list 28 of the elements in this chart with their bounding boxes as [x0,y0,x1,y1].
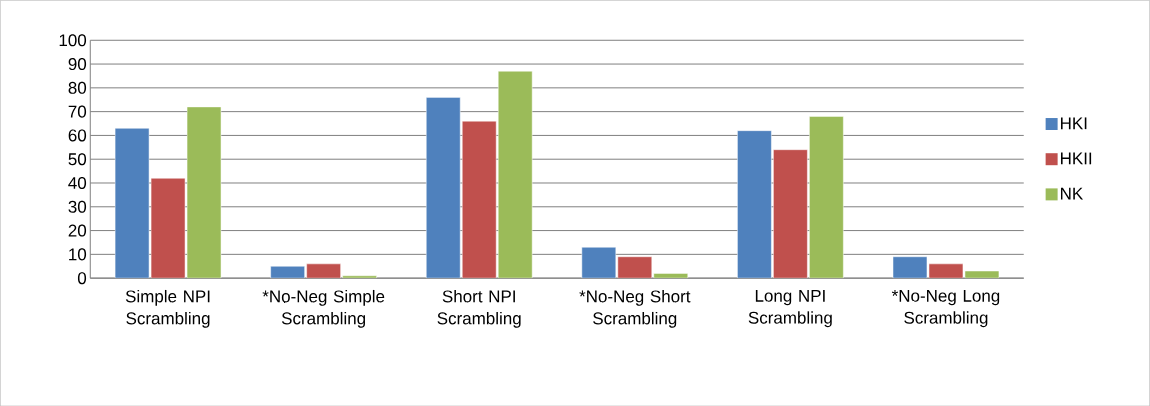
bar [581,246,617,278]
bar [150,177,186,278]
y-tick-label: 30 [68,200,87,213]
x-tick-label: *No-Neg Short Scrambling [579,289,691,328]
legend-label: HKII [1061,152,1092,165]
y-tick-label: 70 [68,105,87,118]
y-tick-label: 80 [68,81,87,94]
y-tick-label: 50 [68,153,87,166]
bar [426,96,461,278]
y-tick-label: 100 [59,34,87,47]
y-tick-label: 60 [68,129,87,142]
y-tick-label: 20 [68,224,87,237]
bar [461,120,497,278]
x-tick-label: *No-Neg Simple Scrambling [262,289,385,328]
y-tick-label: 40 [68,176,87,189]
legend-label: NK [1061,187,1084,200]
y-tick-label: 90 [68,57,87,70]
bar [114,127,150,278]
bar [773,149,808,278]
legend-label: HKI [1061,117,1087,129]
y-tick-label: 10 [69,248,87,261]
y-tick-label: 0 [77,271,87,284]
x-tick-label: Long NPI Scrambling [748,289,832,327]
x-tick-label: Short NPI Scrambling [437,289,521,328]
bar [617,256,653,278]
x-tick-label: *No-Neg Long Scrambling [891,289,1000,327]
bar [737,130,772,278]
x-tick-label: Simple NPI Scrambling [125,289,210,328]
